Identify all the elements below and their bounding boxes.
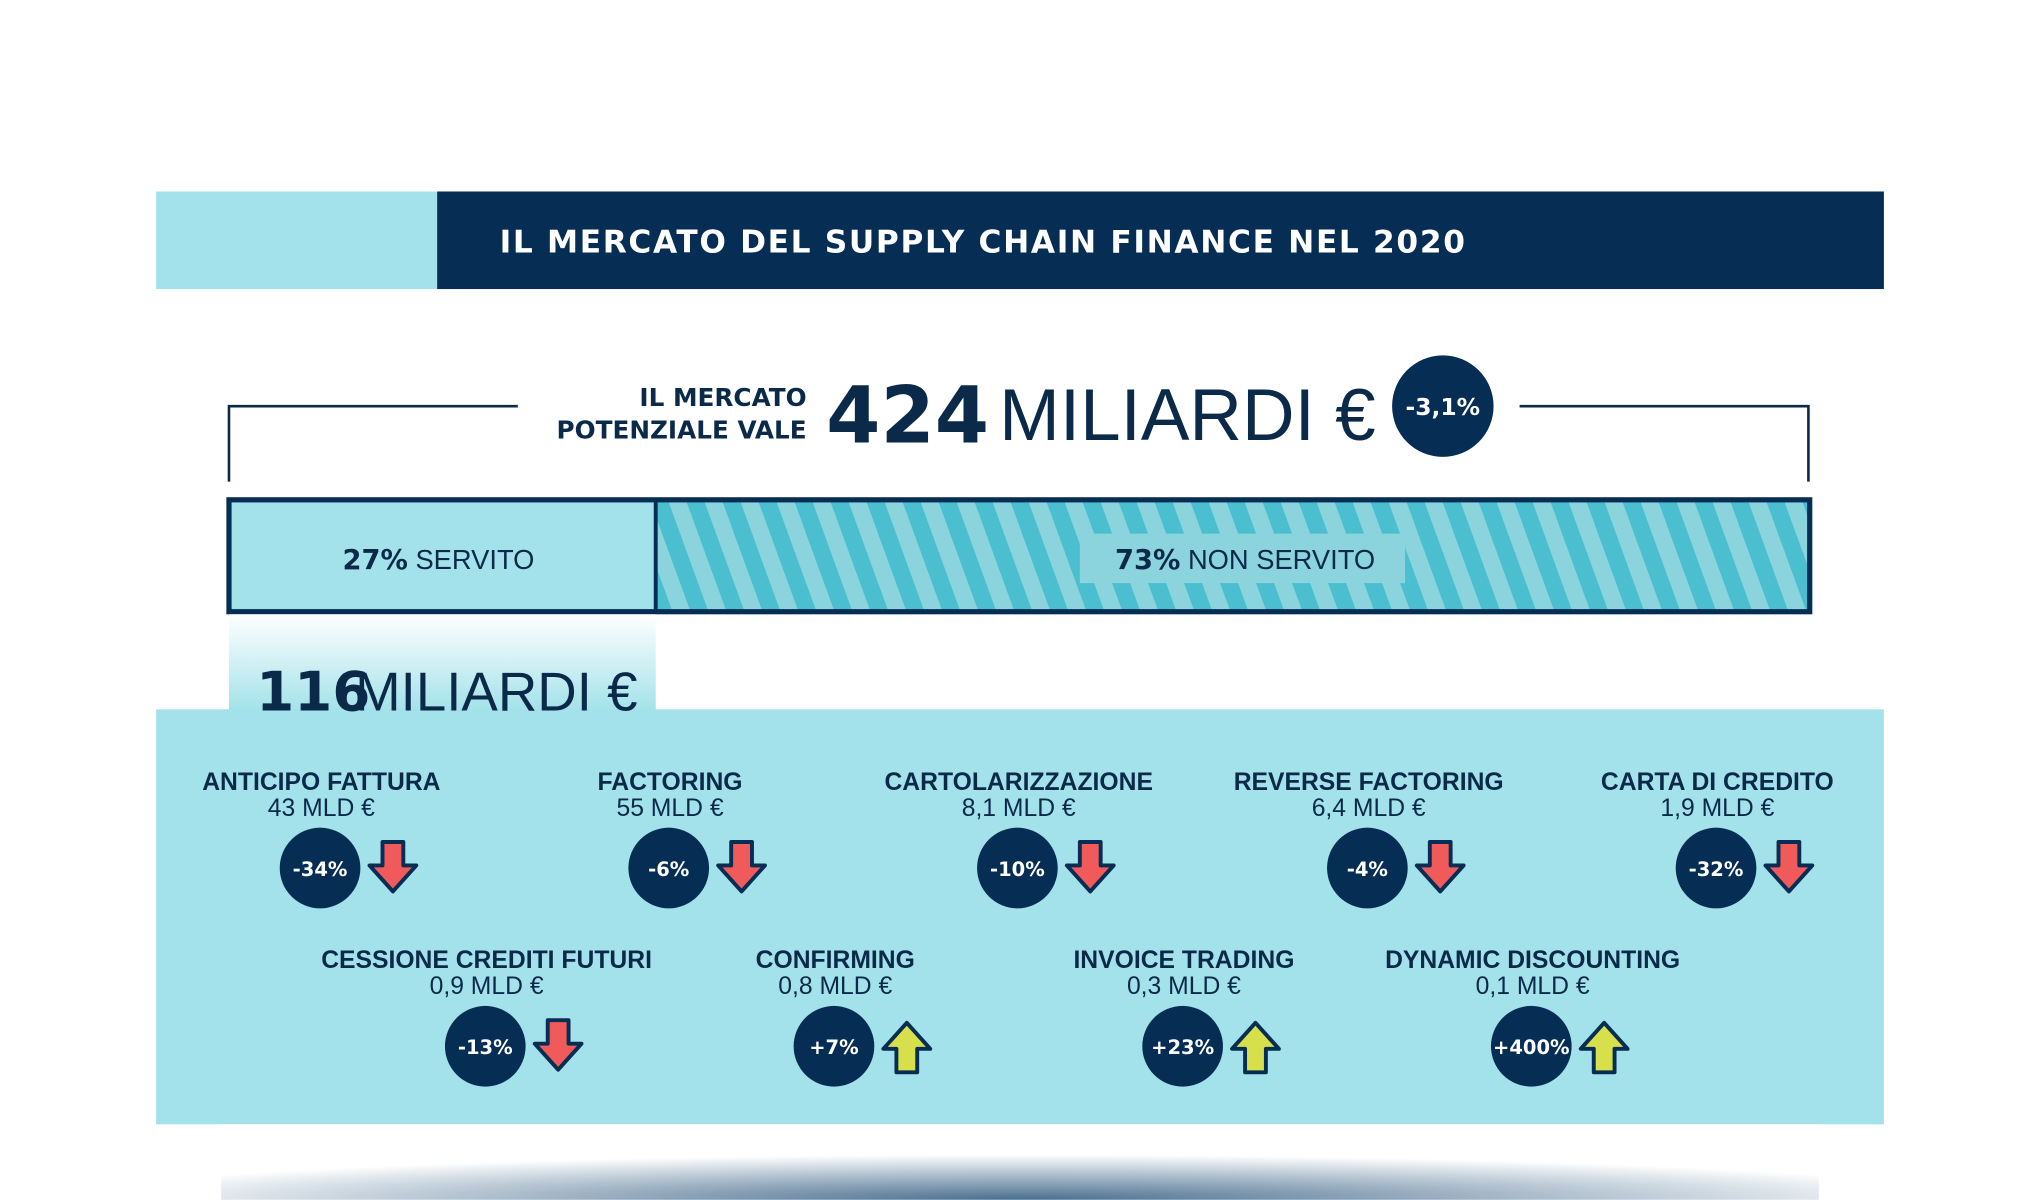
market-label: POTENZIALE VALE	[557, 416, 807, 445]
non-served-percent: 73%	[1115, 545, 1180, 576]
header-title: IL MERCATO DEL SUPPLY CHAIN FINANCE NEL …	[500, 225, 1465, 261]
header-bar	[437, 191, 1884, 290]
item-name: REVERSE FACTORING	[1234, 769, 1504, 796]
change-badge	[977, 827, 1058, 909]
item-amount: 0,8 MLD €	[778, 973, 892, 1000]
non-served-label: 73% NON SERVITO	[1115, 544, 1375, 576]
header-accent	[156, 191, 438, 290]
arrow-down	[1414, 840, 1466, 894]
item-amount: 0,3 MLD €	[1127, 973, 1241, 1000]
served-label: 27% SERVITO	[343, 544, 535, 576]
market-unit: MILIARDI €	[999, 375, 1375, 456]
change-badge	[1675, 827, 1757, 909]
served-tab	[228, 614, 656, 711]
bar-frame	[226, 497, 1813, 615]
change-badge	[1142, 1005, 1223, 1087]
item-amount: 1,9 MLD €	[1660, 795, 1774, 822]
arrow-up	[1230, 1020, 1281, 1075]
item-change: -34%	[293, 858, 348, 881]
item-amount: 0,9 MLD €	[430, 973, 544, 1000]
item-name: FACTORING	[598, 769, 743, 796]
served-amount: 116	[256, 660, 370, 724]
change-badge	[1392, 355, 1494, 457]
arrow-down	[367, 840, 419, 894]
served-text: SERVITO	[415, 544, 534, 575]
item-name: ANTICIPO FATTURA	[202, 769, 440, 796]
change-badge	[628, 827, 710, 909]
label-bg	[1079, 533, 1406, 584]
market-change: -3,1%	[1406, 393, 1481, 421]
item-change: -4%	[1347, 858, 1388, 881]
item-amount: 6,4 MLD €	[1312, 795, 1426, 822]
arrow-down	[716, 840, 767, 894]
served-bar	[228, 499, 656, 612]
item-amount: 0,1 MLD €	[1476, 973, 1590, 1000]
item-change: -32%	[1689, 858, 1744, 881]
served-percent: 27%	[343, 545, 408, 576]
item-amount: 43 MLD €	[268, 795, 375, 822]
arrow-up	[1578, 1020, 1630, 1075]
change-badge	[1490, 1005, 1572, 1087]
decoration	[221, 1124, 1819, 1200]
change-badge	[793, 1005, 875, 1087]
item-name: INVOICE TRADING	[1073, 947, 1294, 974]
market-amount: 424	[826, 372, 989, 462]
item-name: CONFIRMING	[756, 947, 915, 974]
change-badge	[1327, 827, 1408, 909]
arrow-down	[1064, 840, 1116, 894]
arrow-down	[1763, 840, 1815, 894]
change-badge	[444, 1005, 526, 1087]
item-name: CARTA DI CREDITO	[1601, 769, 1834, 796]
item-name: DYNAMIC DISCOUNTING	[1385, 947, 1680, 974]
item-change: +7%	[809, 1036, 858, 1059]
arrow-up	[881, 1020, 933, 1075]
item-change: -6%	[648, 858, 689, 881]
item-name: CESSIONE CREDITI FUTURI	[321, 947, 652, 974]
item-change: +400%	[1493, 1036, 1570, 1059]
item-amount: 55 MLD €	[616, 795, 723, 822]
non-served-text: NON SERVITO	[1188, 544, 1375, 575]
bracket	[227, 404, 1810, 482]
item-change: -10%	[990, 858, 1045, 881]
item-change: -13%	[458, 1036, 513, 1059]
item-amount: 8,1 MLD €	[962, 795, 1076, 822]
item-name: CARTOLARIZZAZIONE	[884, 769, 1153, 796]
arrow-down	[532, 1018, 584, 1072]
served-unit: MILIARDI €	[355, 662, 637, 723]
item-change: +23%	[1151, 1036, 1214, 1059]
market-label: IL MERCATO	[639, 383, 806, 412]
change-badge	[279, 827, 361, 909]
